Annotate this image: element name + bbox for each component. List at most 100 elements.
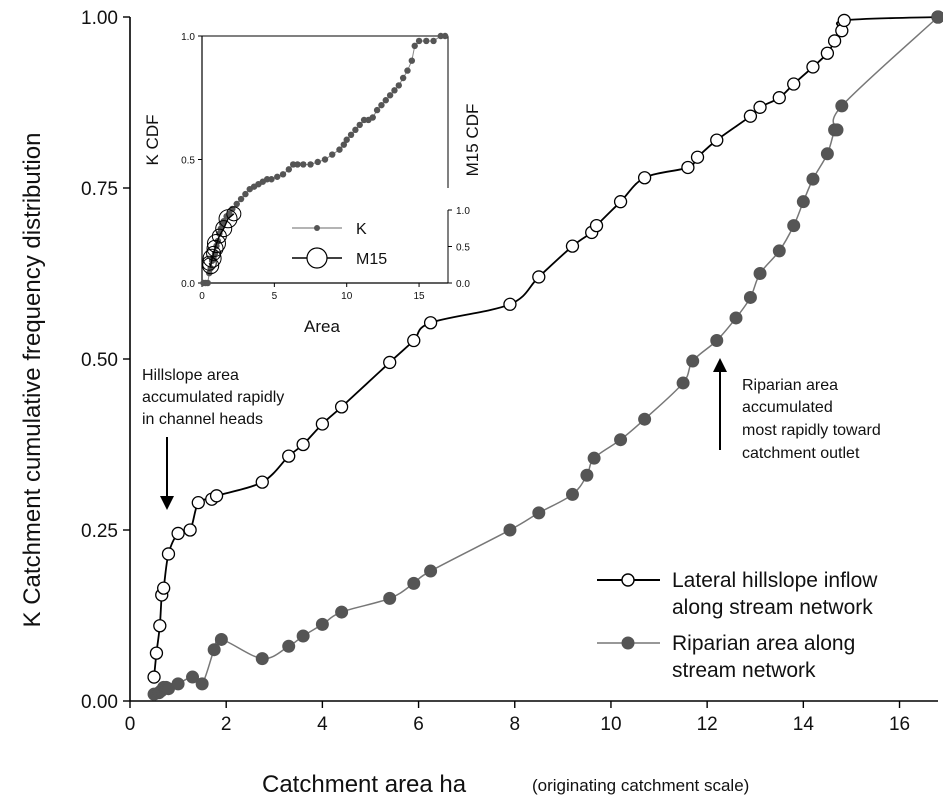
hillslope-point [191, 495, 205, 510]
annotation-riparian-line-4: catchment outlet [742, 445, 860, 462]
riparian-point [743, 290, 757, 304]
x-tick-label: 14 [793, 714, 815, 735]
hillslope-point [315, 417, 330, 431]
inset-k-point [237, 195, 245, 203]
x-axis-subtitle: (originating catchment scale) [532, 776, 749, 795]
main-series [147, 10, 943, 701]
inset-k-point [423, 37, 430, 45]
riparian-point [315, 617, 329, 631]
inset-k-point [274, 173, 281, 180]
legend-hillslope-marker [621, 573, 635, 587]
riparian-point [787, 219, 801, 233]
inset-k-point [329, 151, 336, 158]
y-tick-label: 0.75 [81, 179, 118, 200]
hillslope-point [296, 437, 310, 452]
hillslope-point [589, 218, 604, 233]
hillslope-point [681, 160, 695, 175]
hillslope-point [383, 355, 397, 370]
hillslope-point [334, 400, 349, 414]
riparian-point [931, 10, 943, 24]
hillslope-point [837, 13, 851, 28]
riparian-point [335, 605, 349, 619]
inset-y-tick-label-right: 0.0 [456, 279, 470, 290]
inset-k-point [268, 176, 275, 183]
x-tick-label: 0 [125, 714, 136, 735]
inset-legend-k-label: K [356, 221, 367, 238]
legend-hillslope-label-1: Lateral hillslope inflow [672, 569, 878, 592]
hillslope-point [806, 60, 820, 74]
inset-k-point [321, 156, 329, 163]
inset-k-point [378, 101, 385, 109]
hillslope-point [787, 77, 801, 91]
inset-y-axis-title-right: M15 CDF [463, 104, 482, 177]
inset-k-point [307, 161, 314, 168]
inset-k-point [220, 218, 227, 225]
hillslope-point [255, 475, 269, 489]
inset-k-point [300, 161, 307, 168]
annotation-riparian-arrowhead [713, 358, 727, 372]
riparian-point [710, 334, 724, 348]
inset-legend: K M15 [292, 221, 387, 269]
inset-k-point [204, 279, 211, 287]
inset-k-point [233, 200, 240, 208]
legend-riparian-label-1: Riparian area along [672, 632, 855, 655]
inset-k-point [242, 190, 249, 198]
riparian-point [806, 172, 820, 186]
x-tick-label: 8 [509, 714, 520, 735]
inset-y-axis-title-left: K CDF [143, 115, 162, 166]
riparian-point [686, 354, 700, 368]
inset-k-point [279, 171, 287, 178]
annotation-hillslope-line-3: in channel heads [142, 411, 263, 428]
inset-k-point [386, 92, 394, 99]
series-1-line [153, 16, 939, 695]
inset-k-point [395, 82, 402, 89]
riparian-point [171, 677, 185, 691]
riparian-point [503, 523, 517, 537]
inset-k-point [356, 121, 363, 129]
x-tick-label: 16 [889, 714, 910, 735]
hillslope-point [171, 526, 185, 541]
y-tick-label: 0.00 [81, 692, 118, 713]
inset-k-point [382, 97, 389, 104]
riparian-point [282, 639, 296, 653]
inset-k-point [415, 37, 423, 45]
inset-k-point [336, 146, 343, 153]
inset-k-point [404, 67, 411, 74]
riparian-point [796, 195, 810, 209]
riparian-point [195, 677, 209, 691]
inset-k-point [314, 158, 321, 166]
inset-y-tick-label-left: 1.0 [181, 32, 195, 43]
riparian-point [676, 376, 690, 390]
x-tick-label: 6 [413, 714, 424, 735]
inset-k-point [391, 87, 398, 94]
riparian-point [532, 506, 546, 520]
riparian-point [830, 123, 844, 137]
riparian-point [614, 433, 628, 447]
hillslope-point [772, 91, 786, 105]
riparian-point [580, 468, 594, 482]
riparian-point [296, 629, 310, 643]
hillslope-point [209, 489, 224, 503]
hillslope-point [743, 109, 758, 123]
riparian-point [820, 147, 834, 161]
inset-m15-point [215, 220, 233, 238]
riparian-point [383, 591, 397, 605]
inset-k-point [294, 161, 301, 168]
riparian-point [214, 632, 228, 646]
hillslope-point [532, 270, 546, 284]
inset-m15-point [226, 206, 242, 222]
hillslope-point [153, 619, 167, 633]
hillslope-point [183, 523, 197, 537]
inset-k-point [369, 114, 376, 121]
inset-x-tick-label: 5 [272, 291, 278, 302]
hillslope-point [147, 670, 161, 684]
inset-k-point [340, 141, 348, 148]
inset-x-tick-label: 10 [341, 291, 353, 302]
inset-m15-line [208, 213, 235, 268]
inset-legend-m15-marker [306, 247, 328, 269]
x-axis-title: Catchment area ha [262, 771, 467, 798]
legend-riparian-marker [621, 636, 635, 650]
annotation-riparian: Riparian area accumulated most rapidly t… [713, 358, 881, 462]
riparian-point [729, 311, 743, 325]
